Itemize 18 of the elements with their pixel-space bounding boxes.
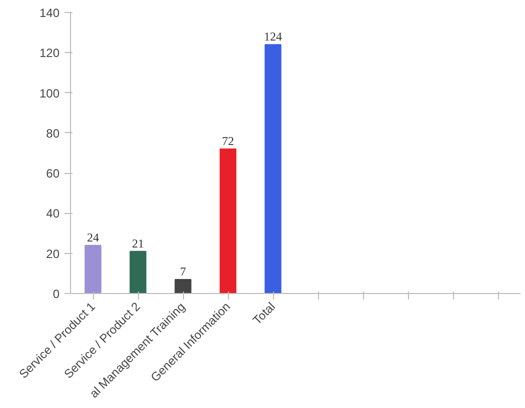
bar [264, 44, 282, 294]
data-label: 21 [132, 236, 144, 250]
y-tick-label: 60 [46, 166, 60, 181]
bar [130, 250, 146, 294]
y-tick-label: 120 [39, 46, 60, 60]
bar [174, 278, 192, 294]
bar [220, 148, 236, 294]
data-label: 72 [222, 134, 234, 148]
y-tick-label: 0 [52, 287, 60, 301]
y-tick-label: 40 [46, 206, 60, 221]
y-tick-label: 140 [39, 6, 60, 20]
y-tick-label: 80 [46, 126, 60, 140]
data-label: 7 [180, 264, 186, 278]
data-label: 24 [87, 230, 99, 244]
bar [84, 244, 102, 294]
data-label: 124 [264, 30, 282, 44]
y-tick-label: 20 [46, 246, 60, 261]
y-tick-label: 100 [39, 86, 60, 100]
